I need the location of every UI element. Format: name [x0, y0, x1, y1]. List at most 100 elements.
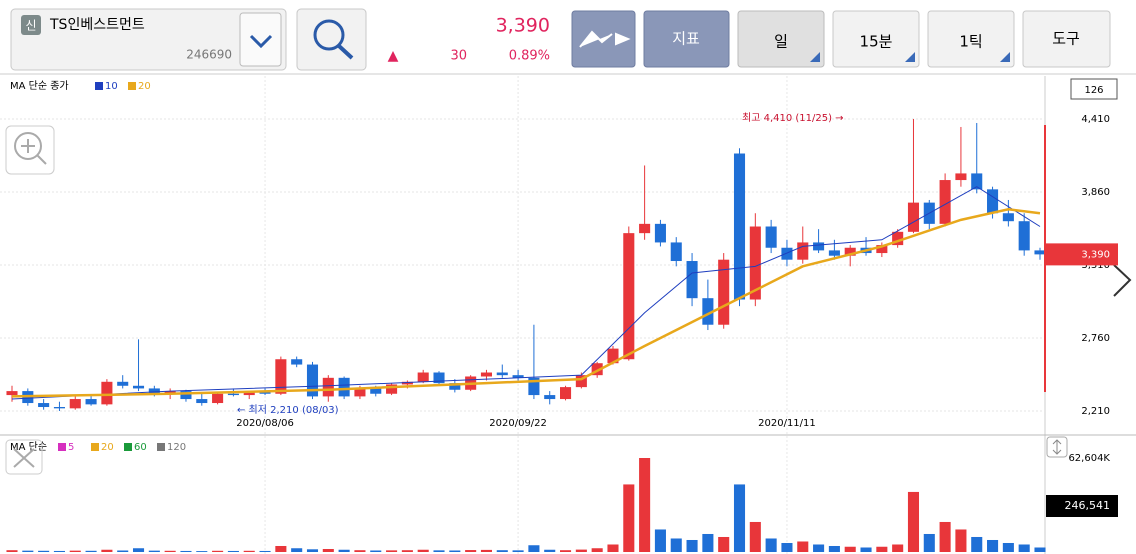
candle-body — [38, 403, 50, 408]
y-tick-label: 3,310 — [1081, 260, 1110, 271]
volume-bar — [939, 521, 951, 552]
volume-bar — [923, 533, 935, 552]
volume-bar — [907, 491, 920, 552]
volume-bar — [496, 550, 508, 552]
vol-top: 62,604K — [1068, 453, 1110, 464]
volume-bar — [639, 458, 651, 552]
volume-bar — [53, 550, 65, 552]
candle-body — [259, 392, 271, 394]
legend-label: 10 — [105, 81, 118, 92]
volume-bar — [164, 550, 176, 552]
search[interactable] — [296, 8, 367, 71]
search-icon — [313, 19, 345, 51]
candle-body — [449, 383, 461, 390]
candle-body — [148, 388, 160, 394]
legend-label: 20 — [101, 442, 114, 453]
high-note: 최고 4,410 (11/25) → — [742, 112, 844, 124]
legend-swatch — [95, 82, 103, 90]
volume-bar — [386, 550, 398, 552]
legend-label: 20 — [138, 81, 151, 92]
candle-body — [338, 377, 350, 397]
zoom-in[interactable] — [5, 125, 55, 175]
vol-current-box — [1046, 495, 1118, 517]
btn-indicator[interactable] — [643, 10, 730, 68]
volume-bar — [876, 546, 888, 552]
candle-body — [291, 359, 303, 365]
btn-15m[interactable] — [832, 10, 920, 68]
count: 126 — [1084, 85, 1103, 96]
volume-bar — [987, 539, 999, 552]
change-pct: 0.89% — [509, 49, 550, 64]
candle-body — [781, 247, 793, 260]
volume-bar — [101, 549, 113, 552]
y-tick-label: 2,760 — [1081, 333, 1110, 344]
btn-label: 도구 — [1052, 30, 1080, 48]
legend-title: MA 단순 종가 — [10, 80, 69, 92]
chart-icon — [579, 30, 631, 48]
y-tick-label: 4,410 — [1081, 114, 1110, 125]
candle-body — [544, 395, 556, 400]
price: 3,390 — [496, 15, 550, 37]
resize-icon — [1052, 439, 1062, 455]
candle-body — [243, 392, 255, 396]
next[interactable] — [1113, 264, 1132, 297]
close[interactable] — [5, 439, 43, 475]
volume-bar — [38, 550, 50, 552]
volume-bar — [433, 550, 445, 552]
candle-body — [322, 377, 334, 397]
dropdown[interactable] — [239, 12, 282, 67]
candle-body — [180, 391, 192, 400]
corner-marks — [810, 52, 1010, 62]
volume-bar — [338, 549, 350, 552]
candle-body — [797, 242, 809, 260]
zoom-icon — [14, 132, 42, 160]
candle-body — [876, 245, 888, 254]
volume-bar — [828, 545, 840, 552]
volume-bar — [765, 538, 777, 552]
volume-bar — [512, 550, 524, 552]
volume-bar — [306, 549, 319, 552]
volume-bar — [1018, 544, 1030, 552]
volume-bar — [702, 533, 714, 552]
ma-line — [11, 186, 1041, 400]
candle-body — [971, 173, 983, 190]
x-tick-label: 2020/09/22 — [489, 418, 547, 429]
candle-body — [512, 375, 524, 378]
volume-bar — [22, 550, 34, 552]
volume-bar — [148, 550, 160, 552]
btn-tool[interactable] — [1022, 10, 1111, 68]
btn-label: 지표 — [672, 30, 700, 48]
volume-bar — [401, 550, 413, 552]
candle-body — [765, 226, 777, 248]
candle-body — [955, 173, 967, 181]
chevron — [249, 34, 273, 49]
candle-body — [686, 261, 698, 299]
volume-bar — [6, 550, 18, 552]
volume-bar — [480, 549, 492, 552]
btn-label: 일 — [774, 33, 788, 51]
legend-label: 60 — [134, 442, 147, 453]
stock-box[interactable] — [10, 8, 287, 71]
btn-tick[interactable] — [927, 10, 1015, 68]
candle-body — [53, 407, 65, 409]
volume-bar — [1002, 542, 1014, 552]
volume-bar — [243, 550, 255, 552]
volume-bar — [860, 547, 872, 552]
volume-bar — [544, 549, 556, 552]
candle-body — [749, 226, 761, 300]
candle-body — [987, 189, 999, 214]
candle-body — [227, 393, 239, 396]
candle-body — [575, 375, 587, 388]
candle-body — [496, 372, 508, 376]
volume-bar — [449, 550, 461, 552]
volume-bar — [354, 550, 366, 552]
candle-body — [907, 202, 920, 232]
candle-body — [528, 377, 540, 396]
candle-body — [417, 372, 429, 382]
btn-day[interactable] — [737, 10, 825, 68]
resize[interactable] — [1046, 436, 1068, 458]
vol-legend-title: MA 단순 — [10, 441, 47, 453]
x-tick-label: 2020/11/11 — [758, 418, 816, 429]
candle-body — [1002, 213, 1014, 222]
candle-body — [639, 223, 651, 234]
